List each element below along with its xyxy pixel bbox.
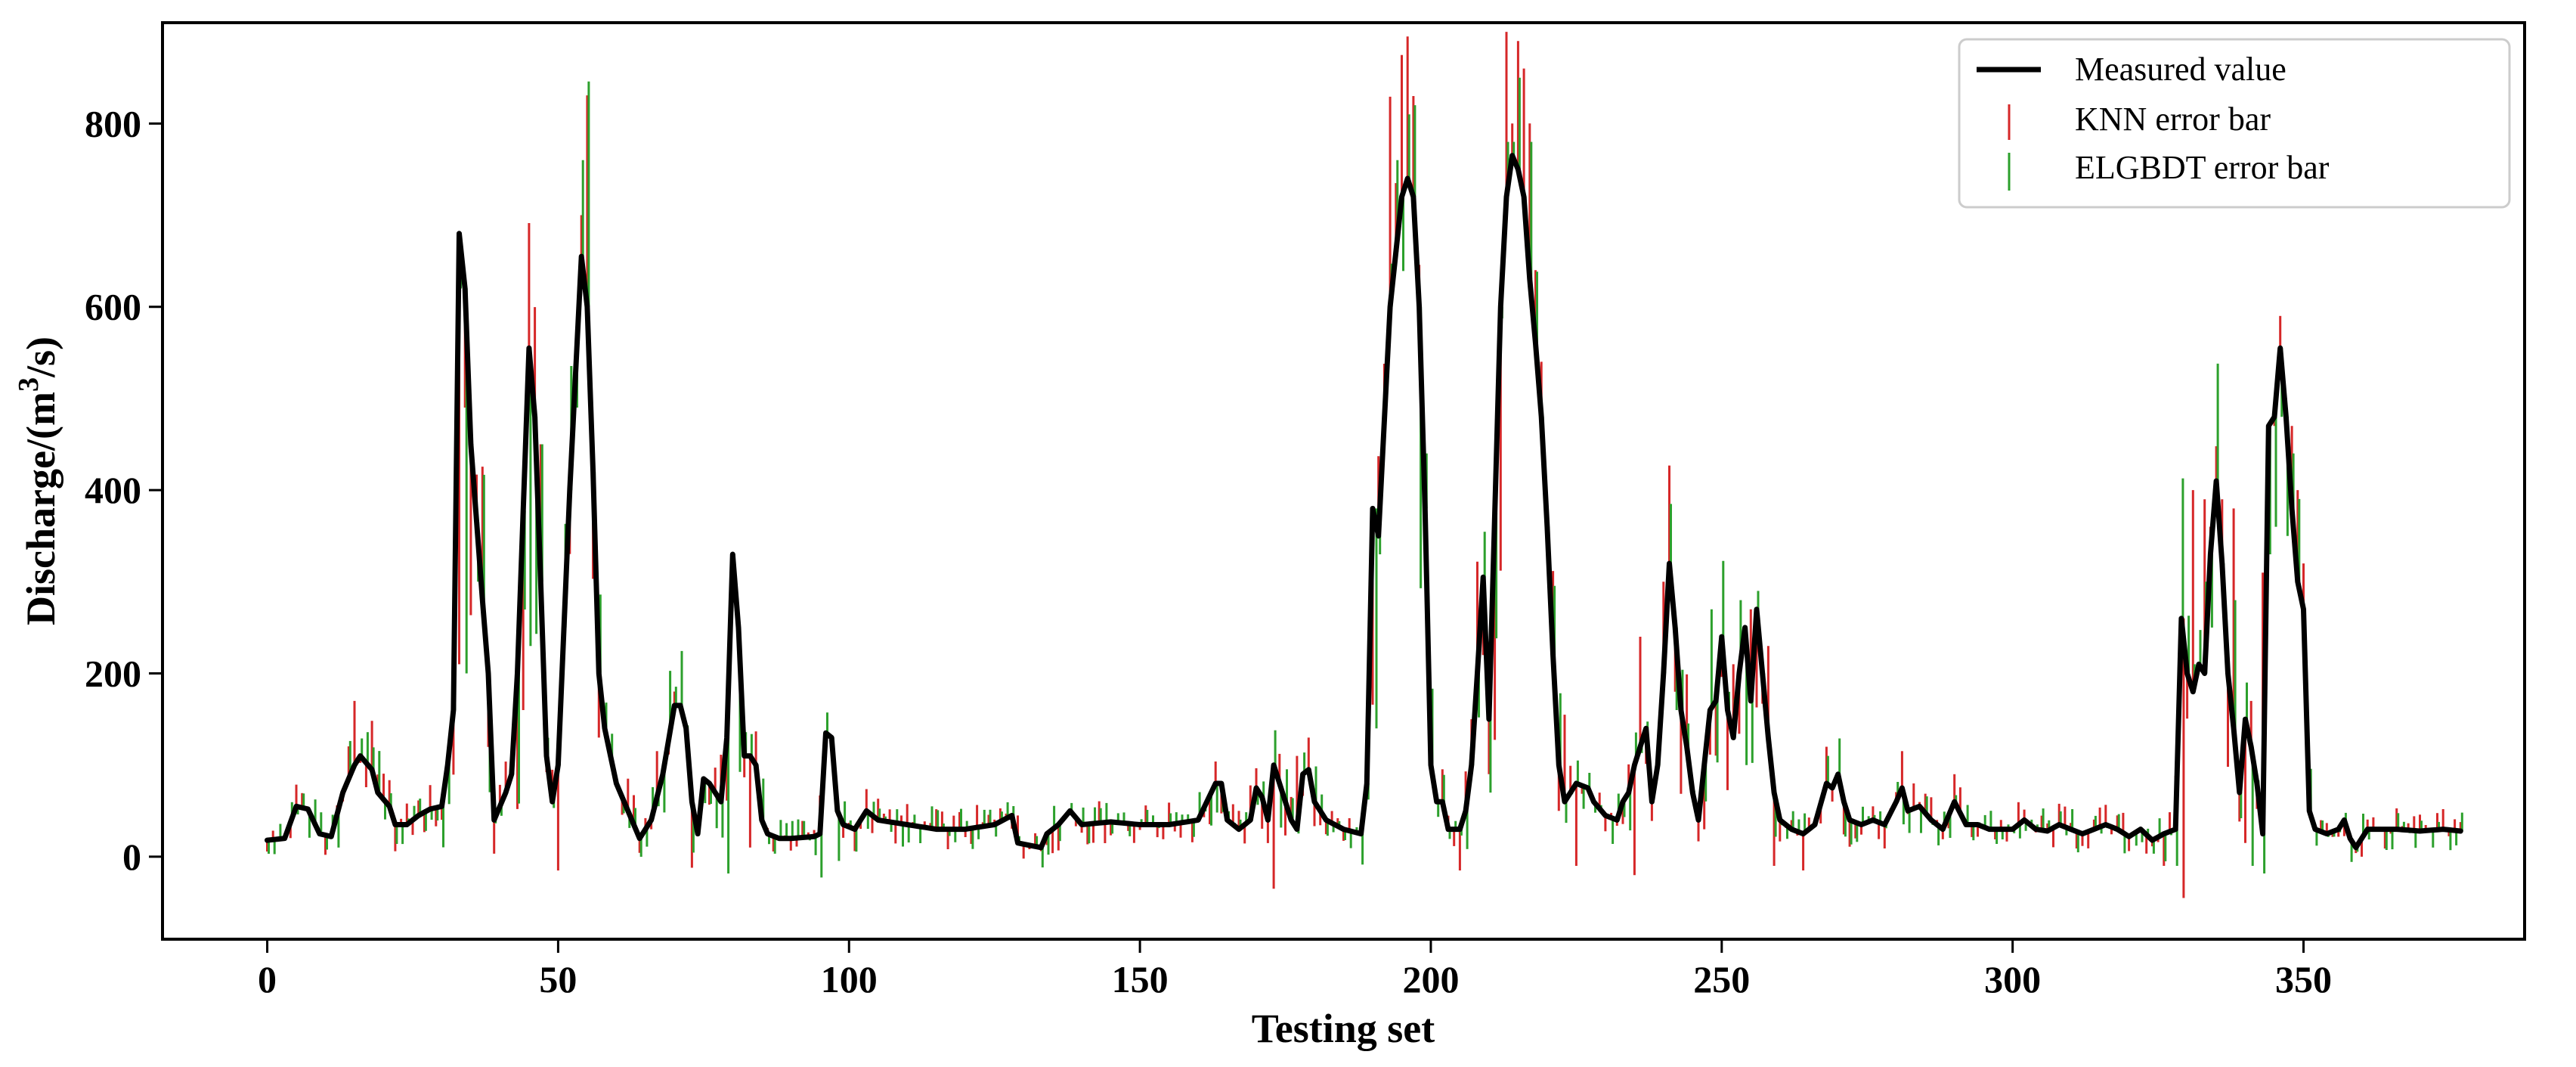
legend: Measured value KNN error bar ELGBDT erro… bbox=[1958, 38, 2511, 209]
x-axis-label: Testing set bbox=[1252, 1006, 1435, 1051]
y-axis-ticks: 0 200 400 600 800 bbox=[85, 102, 163, 878]
y-tick-label: 800 bbox=[85, 102, 141, 144]
plot-frame bbox=[161, 21, 2526, 941]
x-tick-label: 250 bbox=[1693, 958, 1750, 1000]
x-tick-label: 0 bbox=[258, 958, 277, 1000]
y-tick-label: 600 bbox=[85, 286, 141, 328]
x-tick-label: 350 bbox=[2275, 958, 2332, 1000]
legend-knn-label: KNN error bar bbox=[2075, 101, 2271, 138]
y-axis-label: Discharge/(m3/s) bbox=[13, 337, 63, 625]
x-tick-label: 50 bbox=[539, 958, 577, 1000]
y-tick-label: 400 bbox=[85, 469, 141, 511]
x-axis-ticks: 0 50 100 150 200 250 300 350 bbox=[258, 939, 2332, 1000]
y-tick-label: 200 bbox=[85, 653, 141, 695]
x-tick-label: 300 bbox=[1984, 958, 2041, 1000]
x-tick-label: 100 bbox=[821, 958, 878, 1000]
y-tick-label: 0 bbox=[122, 836, 141, 878]
legend-frame bbox=[1958, 38, 2511, 209]
x-tick-label: 200 bbox=[1402, 958, 1459, 1000]
measured-series bbox=[265, 153, 2463, 851]
measured-value-line bbox=[265, 153, 2463, 851]
legend-measured-label: Measured value bbox=[2075, 51, 2287, 88]
legend-elgbdt-label: ELGBDT error bar bbox=[2075, 149, 2330, 186]
x-tick-label: 150 bbox=[1112, 958, 1169, 1000]
